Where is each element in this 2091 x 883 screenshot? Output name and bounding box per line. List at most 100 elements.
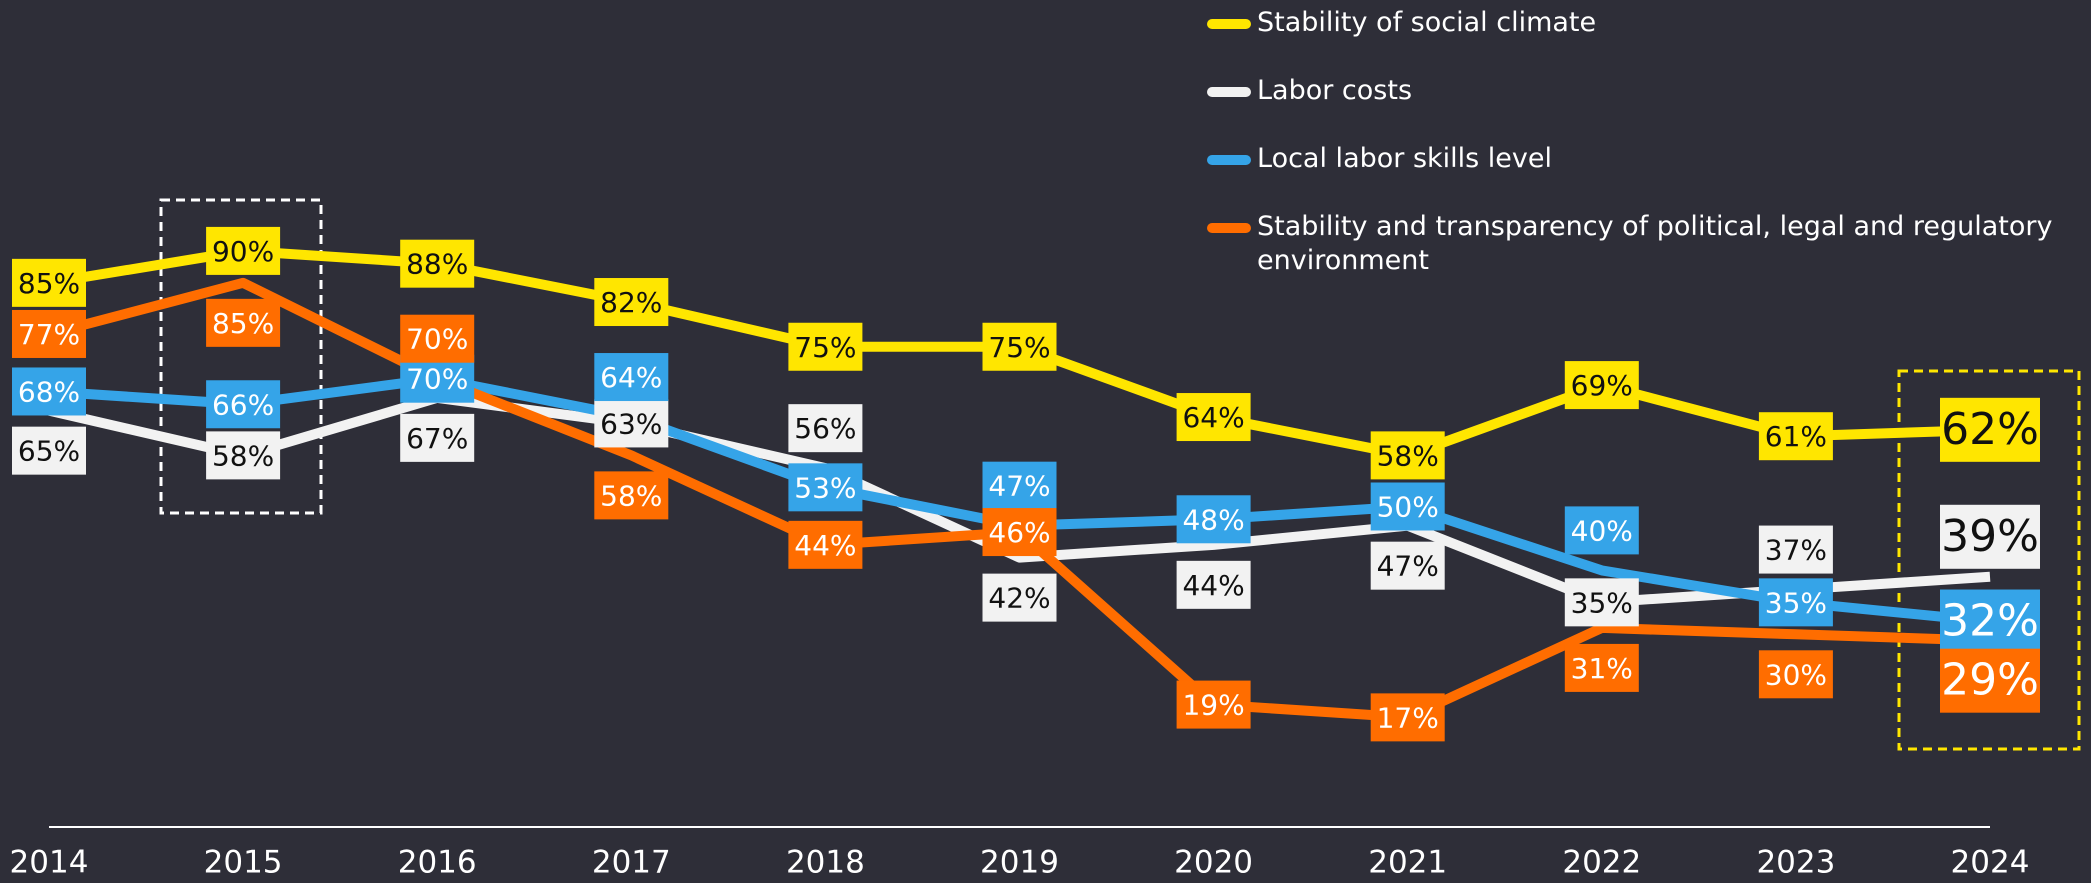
data-label-box — [12, 426, 86, 475]
data-label-box — [1940, 589, 2040, 654]
data-label: 85% — [212, 307, 274, 340]
data-label: 70% — [406, 363, 468, 396]
x-tick-label: 2019 — [980, 845, 1059, 881]
data-label: 58% — [212, 439, 274, 472]
data-label-box — [1176, 680, 1251, 729]
legend-label: Stability and transparency of political,… — [1257, 211, 2053, 276]
data-label: 42% — [988, 582, 1050, 615]
data-label: 56% — [794, 412, 856, 445]
data-label: 75% — [988, 331, 1050, 364]
series-line — [47, 392, 1991, 608]
data-label: 85% — [18, 267, 80, 300]
x-tick-label: 2018 — [786, 845, 865, 881]
data-label: 88% — [406, 248, 468, 281]
legend-item: Stability of social climate — [1200, 6, 2060, 40]
data-label-box — [982, 508, 1057, 557]
legend-label: Labor costs — [1257, 75, 1413, 106]
x-tick-label: 2015 — [204, 845, 283, 881]
data-label-box — [1370, 541, 1445, 590]
data-label-box — [12, 367, 86, 416]
data-label-box — [1564, 361, 1639, 410]
data-label-box — [788, 520, 863, 569]
data-label: 62% — [1941, 404, 2039, 455]
data-label: 17% — [1377, 701, 1439, 734]
data-label-box — [206, 431, 281, 480]
data-label-box — [1370, 431, 1445, 480]
data-label: 69% — [1571, 369, 1633, 402]
data-label: 48% — [1182, 503, 1244, 536]
data-label: 47% — [1377, 550, 1439, 583]
data-label: 75% — [794, 331, 856, 364]
data-label-box — [1176, 495, 1251, 544]
data-label-box — [594, 399, 669, 448]
data-label-box — [788, 322, 863, 371]
data-label: 31% — [1571, 652, 1633, 685]
highlight-box — [1897, 369, 2081, 751]
data-label-box — [1940, 397, 2040, 462]
data-label: 32% — [1941, 596, 2039, 647]
legend-swatch — [1207, 223, 1251, 233]
data-label: 65% — [18, 435, 80, 468]
data-label: 64% — [1182, 401, 1244, 434]
data-label-box — [206, 380, 281, 429]
data-label: 61% — [1765, 420, 1827, 453]
data-label: 46% — [988, 516, 1050, 549]
data-label-box — [206, 298, 281, 347]
x-tick-label: 2021 — [1368, 845, 1447, 881]
data-label-box — [1564, 578, 1639, 627]
data-label-box — [594, 278, 669, 327]
data-label: 35% — [1571, 586, 1633, 619]
x-tick-label: 2023 — [1756, 845, 1835, 881]
legend-swatch — [1207, 19, 1251, 29]
legend-label: Local labor skills level — [1257, 143, 1553, 174]
data-label: 68% — [18, 375, 80, 408]
data-label: 30% — [1765, 658, 1827, 691]
x-tick-label: 2016 — [398, 845, 477, 881]
x-tick-label: 2020 — [1174, 845, 1253, 881]
data-label-box — [206, 226, 281, 275]
data-label: 77% — [18, 318, 80, 351]
data-label-box — [1758, 525, 1833, 574]
data-label-box — [1758, 578, 1833, 627]
legend: Stability of social climate Labor costs Lo… — [1200, 6, 2060, 312]
data-label-box — [982, 322, 1057, 371]
legend-swatch — [1207, 155, 1251, 165]
data-label-box — [1758, 650, 1833, 699]
data-label: 35% — [1765, 586, 1827, 619]
data-label-box — [400, 413, 475, 462]
data-label: 47% — [988, 470, 1050, 503]
data-label: 82% — [600, 286, 662, 319]
data-label: 53% — [794, 471, 856, 504]
data-label: 90% — [212, 235, 274, 268]
data-label: 58% — [1377, 439, 1439, 472]
data-label-box — [1176, 560, 1251, 609]
data-label: 50% — [1377, 491, 1439, 524]
x-tick-label: 2024 — [1951, 845, 2030, 881]
data-label: 58% — [600, 479, 662, 512]
data-label: 63% — [600, 407, 662, 440]
x-tick-label: 2022 — [1562, 845, 1641, 881]
data-label-box — [1564, 506, 1639, 555]
data-label: 29% — [1941, 655, 2039, 706]
data-label-box — [594, 471, 669, 520]
legend-item: Stability and transparency of political,… — [1200, 210, 2060, 278]
data-label: 19% — [1182, 689, 1244, 722]
data-label-box — [1370, 693, 1445, 742]
data-label-box — [982, 573, 1057, 622]
legend-item: Local labor skills level — [1200, 142, 2060, 176]
data-label: 44% — [794, 529, 856, 562]
legend-label: Stability of social climate — [1257, 7, 1597, 38]
data-label-box — [1758, 412, 1833, 461]
data-label: 67% — [406, 422, 468, 455]
data-label-box — [400, 239, 475, 288]
data-labels: 65% 58% 67% 63% 56% 42% 44% 47% 35% 37% 39% 68% 66% 7… — [12, 226, 2040, 742]
data-label-box — [400, 314, 475, 363]
highlight-box — [159, 198, 323, 515]
legend-swatch — [1207, 87, 1251, 97]
data-label: 70% — [406, 323, 468, 356]
data-label-box — [1370, 482, 1445, 531]
data-label: 44% — [1182, 569, 1244, 602]
data-label-box — [788, 404, 863, 453]
data-label-box — [12, 258, 86, 307]
